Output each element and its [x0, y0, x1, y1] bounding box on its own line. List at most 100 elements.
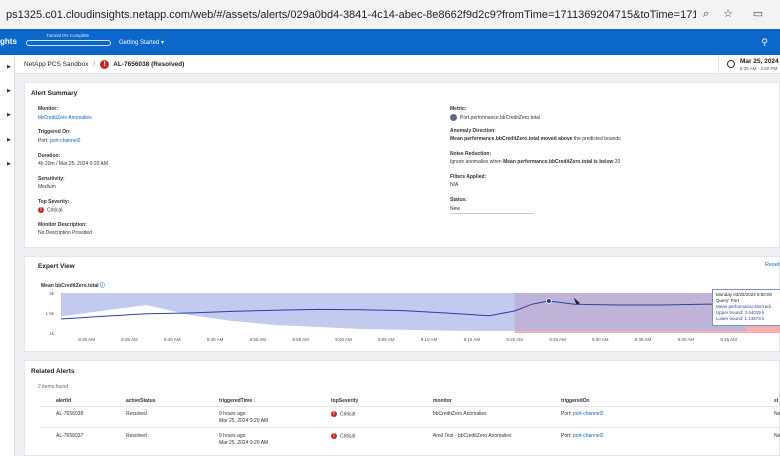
browser-url-bar[interactable]: ps1325.c01.cloudinsights.netapp.com/web/… — [0, 0, 780, 29]
monitor-label: Monitor: — [38, 106, 58, 112]
x-tick-label: 9:45 AM — [720, 337, 737, 342]
status-select[interactable]: New — [450, 206, 461, 212]
alert-summary-title: Alert Summary — [31, 90, 78, 97]
tooltip-metric: Mean performance.bbCredi — [716, 304, 771, 309]
col-header-activestatus[interactable]: activeStatus — [126, 398, 156, 404]
time-range-date: Mar 25, 2024 — [740, 58, 779, 65]
search-icon[interactable]: ⚲ — [761, 37, 768, 47]
tutorial-progress[interactable] — [26, 40, 111, 46]
clock-icon — [727, 60, 735, 68]
top-severity-value: ! Critical — [38, 207, 62, 213]
x-tick-label: 8:30 AM — [78, 337, 95, 342]
alert-icon: ! — [100, 59, 110, 69]
noise-reduction-label: Noise Reduction: — [450, 151, 492, 157]
col-header-monitor[interactable]: monitor — [433, 398, 452, 404]
col-header-status[interactable]: st — [774, 398, 779, 404]
noise-reduction-value: Ignore anomalies when Mean performance.b… — [450, 159, 620, 165]
metric-label: Metric: — [450, 106, 467, 112]
triggered-on-value: Port: port-channel2 — [38, 138, 81, 144]
alert-id-link[interactable]: AL-7656038 — [56, 411, 84, 417]
x-tick-label: 9:15 AM — [464, 337, 481, 342]
noise-pre: Ignore anomalies when — [450, 159, 504, 165]
alert-status: Resolved — [126, 411, 147, 417]
info-icon[interactable]: ⓘ — [99, 283, 105, 289]
alert-severity-text: Critical — [340, 411, 356, 418]
getting-started-menu[interactable]: Getting Started ▾ — [119, 40, 165, 46]
anomaly-direction-bold: Mean performance.bbCreditZero.total move… — [450, 136, 573, 142]
monitor-icon[interactable]: ▭ — [752, 8, 764, 20]
top-severity-label: Top Severity: — [38, 199, 70, 205]
star-icon[interactable]: ☆ — [723, 8, 733, 20]
triggered-on-label: Triggered On: — [38, 129, 71, 135]
x-tick-label: 9:30 AM — [592, 337, 609, 342]
alert-status: Resolved — [126, 433, 147, 439]
nav-brand[interactable]: ghts — [0, 37, 17, 46]
reset-button[interactable]: Reset — [765, 262, 780, 268]
breadcrumb-current: AL-7656038 (Resolved) — [113, 60, 185, 68]
alert-time-absolute: Mar 25, 2024 9:20 AM — [219, 440, 269, 446]
alert-monitor-link[interactable]: Amit Test - bbCreditZero Anomalies — [433, 433, 512, 439]
zoom-icon[interactable]: ⌕ — [702, 8, 710, 20]
monitor-link[interactable]: bbCreditZero Anomalies — [38, 115, 92, 121]
col-header-triggeredon[interactable]: triggeredOn — [561, 398, 590, 404]
url-text[interactable]: ps1325.c01.cloudinsights.netapp.com/web/… — [6, 8, 696, 21]
x-tick-label: 8:45 AM — [207, 337, 224, 342]
monitor-description-label: Monitor Description: — [38, 222, 87, 228]
items-found-count: 2 items found — [38, 384, 69, 390]
time-range-picker[interactable]: Mar 25, 2024 8:20 AM - 2:50 PM — [718, 55, 780, 74]
anomaly-chart[interactable]: 2k 1.5k 1k 8:30 AM 8:35 AM 8:40 AM 8:45 AM 8:50… — [40, 291, 780, 346]
sidebar-expand-icon[interactable]: ▶ — [7, 88, 11, 94]
tooltip-query: Query: Port — [716, 298, 740, 303]
chart-title: Mean bbCreditZero.total ⓘ — [41, 282, 105, 289]
sidebar-expand-icon[interactable]: ▶ — [7, 161, 11, 167]
metric-value: Port.performance.bbCreditZero.total — [450, 114, 540, 121]
triggered-on-prefix: Port: — [38, 138, 49, 144]
breadcrumb-separator: / — [93, 60, 96, 68]
alert-monitor-link[interactable]: bbCreditZero Anomalies — [433, 411, 487, 417]
alert-summary-card — [24, 82, 780, 248]
breadcrumb-parent[interactable]: NetApp PCS Sandbox — [24, 60, 89, 68]
filters-applied-value: N/A — [450, 182, 459, 188]
col-header-triggeredtime[interactable]: triggeredTime ↓ — [219, 398, 256, 404]
anomaly-direction-label: Anomaly Direction: — [450, 128, 496, 134]
alert-time-relative: 9 hours ago — [219, 433, 246, 439]
alert-triggered-prefix: Port: — [561, 433, 572, 439]
x-tick-label: 9:25 AM — [549, 337, 566, 342]
series-line — [60, 300, 746, 320]
critical-icon: ! — [331, 411, 337, 417]
critical-icon: ! — [38, 207, 44, 213]
alert-status-cell: Ne — [774, 433, 780, 439]
alert-severity-text: Critical — [340, 433, 356, 440]
breadcrumb: NetApp PCS Sandbox / ! AL-7656038 (Resol… — [15, 55, 780, 74]
chart-tooltip: Monday 03/25/2024 8:50:00 Query: Port Me… — [712, 289, 780, 326]
sensitivity-label: Sensitivity: — [38, 176, 65, 182]
y-tick-label: 2k — [49, 291, 55, 296]
noise-post: 20 — [613, 159, 621, 165]
status-label: Status: — [450, 197, 467, 203]
status-underline — [450, 213, 534, 214]
sidebar-expand-icon[interactable]: ▶ — [7, 112, 11, 118]
y-tick-label: 1.5k — [45, 311, 54, 316]
alert-triggered-prefix: Port: — [561, 411, 572, 417]
alert-triggered-link[interactable]: port-channel2 — [572, 433, 604, 439]
x-tick-label: 8:55 AM — [292, 337, 309, 342]
noise-bold: Mean performance.bbCreditZero.total is b… — [503, 159, 614, 165]
col-header-alertid[interactable]: alertId — [56, 398, 72, 404]
alert-triggered-on: Port: port-channel2 — [561, 411, 604, 417]
duration-label: Duration: — [38, 153, 61, 159]
col-header-topseverity[interactable]: topSeverity — [331, 398, 359, 404]
tutorial-label: Tutorial 0% Complete — [46, 33, 90, 38]
alert-severity: ! Critical — [331, 433, 355, 439]
triggered-on-link[interactable]: port-channel2 — [49, 138, 81, 144]
alert-triggered-link[interactable]: port-channel2 — [572, 411, 604, 417]
related-alerts-card — [24, 360, 780, 456]
alert-severity: ! Critical — [331, 411, 355, 417]
table-header-divider — [40, 406, 780, 407]
top-severity-text: Critical — [47, 207, 63, 214]
alert-id-link[interactable]: AL-7656037 — [56, 433, 84, 439]
x-tick-label: 9:40 AM — [678, 337, 695, 342]
sidebar-expand-icon[interactable]: ▶ — [7, 64, 11, 70]
sidebar-expand-icon[interactable]: ▶ — [7, 137, 11, 143]
x-tick-label: 9:20 AM — [506, 337, 523, 342]
row-divider — [40, 427, 780, 428]
